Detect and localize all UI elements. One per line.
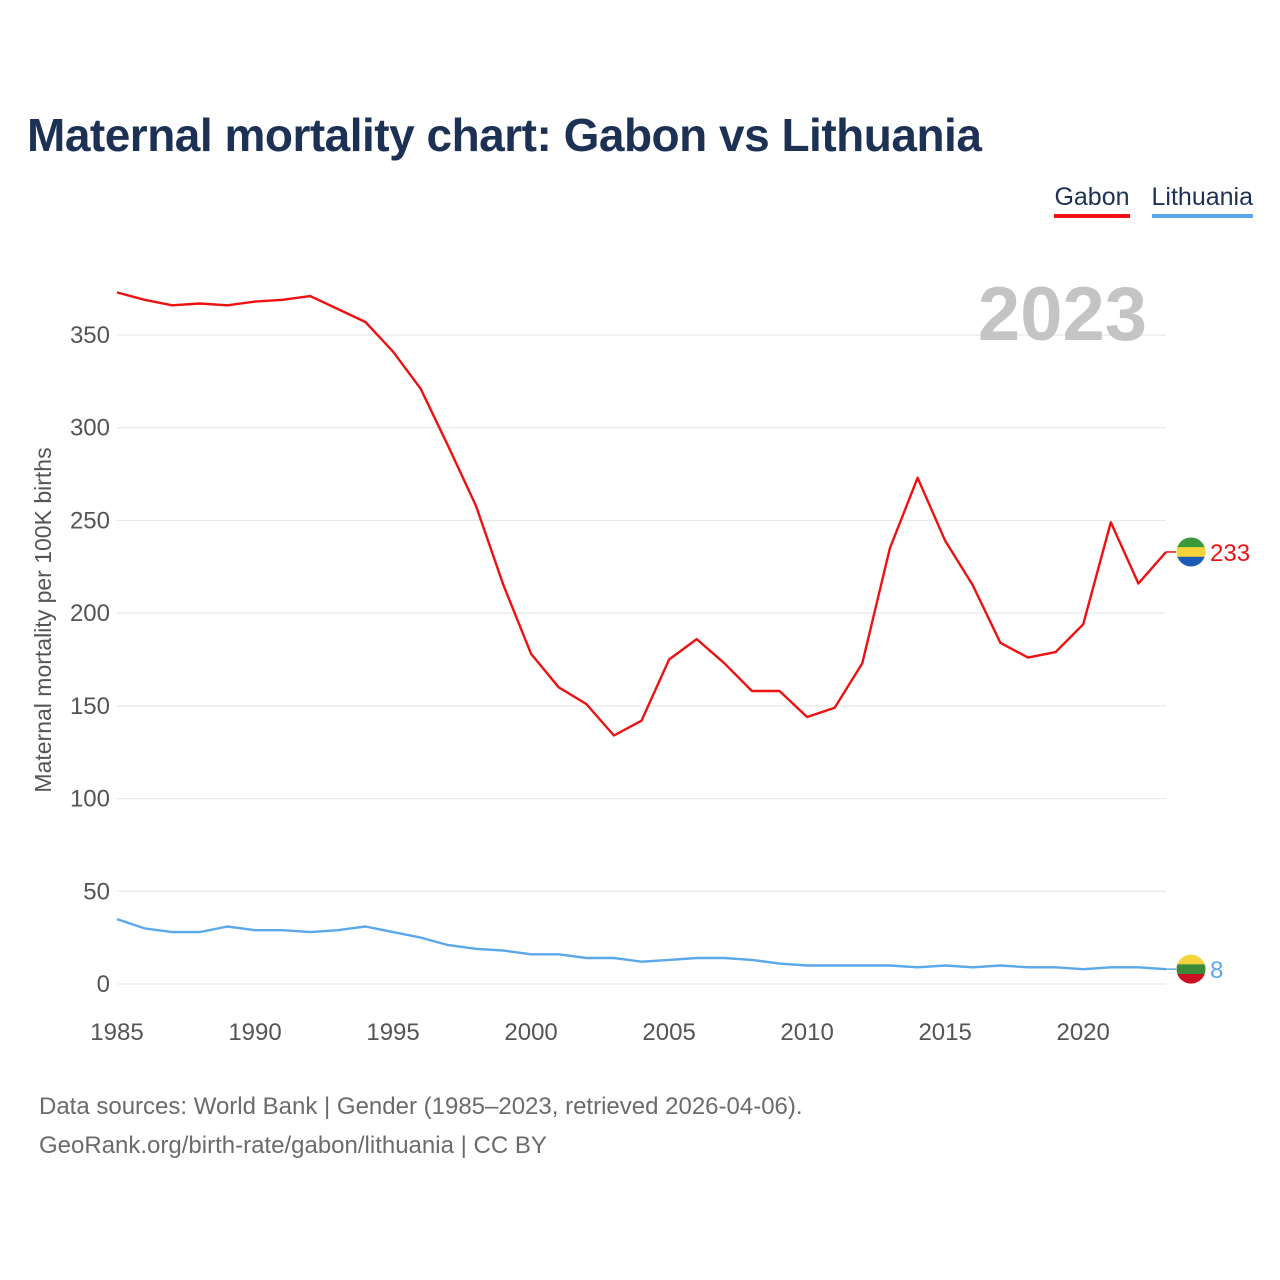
- y-tick-label: 300: [70, 415, 110, 442]
- chart-title: Maternal mortality chart: Gabon vs Lithu…: [27, 109, 982, 161]
- y-tick-label: 50: [83, 878, 110, 905]
- end-markers: 233 8: [1166, 537, 1250, 984]
- legend: Gabon Lithuania: [1054, 183, 1253, 218]
- y-axis-ticks: 0 50 100 150 200 250 300 350: [70, 322, 110, 998]
- year-watermark: 2023: [978, 272, 1147, 357]
- x-tick-label: 2005: [642, 1019, 695, 1046]
- series-line-gabon[interactable]: [116, 291, 1167, 737]
- x-tick-label: 2020: [1056, 1019, 1109, 1046]
- y-tick-label: 250: [70, 507, 110, 534]
- y-axis-label: Maternal mortality per 100K births: [30, 447, 56, 792]
- lithuania-flag-icon: [1176, 954, 1206, 984]
- x-tick-label: 1985: [90, 1019, 143, 1046]
- series-lines: [116, 291, 1167, 971]
- y-tick-label: 200: [70, 600, 110, 627]
- end-value-label-gabon: 233: [1210, 540, 1250, 567]
- y-tick-label: 0: [97, 971, 110, 998]
- x-axis-ticks: 1985 1990 1995 2000 2005 2010 2015 2020: [90, 1019, 1110, 1046]
- legend-item-lithuania[interactable]: Lithuania: [1151, 183, 1253, 218]
- end-value-label-lithuania: 8: [1210, 957, 1223, 984]
- series-line-lithuania[interactable]: [116, 917, 1167, 971]
- source-line-2[interactable]: GeoRank.org/birth-rate/gabon/lithuania |…: [39, 1132, 547, 1159]
- legend-item-gabon[interactable]: Gabon: [1054, 183, 1130, 218]
- x-tick-label: 2010: [780, 1019, 833, 1046]
- y-tick-label: 100: [70, 786, 110, 813]
- source-note: Data sources: World Bank | Gender (1985–…: [39, 1087, 803, 1165]
- x-tick-label: 1990: [228, 1019, 281, 1046]
- gridlines: [117, 334, 1166, 985]
- source-line-1: Data sources: World Bank | Gender (1985–…: [39, 1093, 803, 1120]
- gabon-flag-icon: [1176, 537, 1206, 567]
- x-tick-label: 2015: [918, 1019, 971, 1046]
- x-tick-label: 1995: [366, 1019, 419, 1046]
- line-chart: 0 50 100 150 200 250 300 350 1985 1990 1995 2000 20…: [30, 272, 1250, 1046]
- y-tick-label: 350: [70, 322, 110, 349]
- x-tick-label: 2000: [504, 1019, 557, 1046]
- y-tick-label: 150: [70, 693, 110, 720]
